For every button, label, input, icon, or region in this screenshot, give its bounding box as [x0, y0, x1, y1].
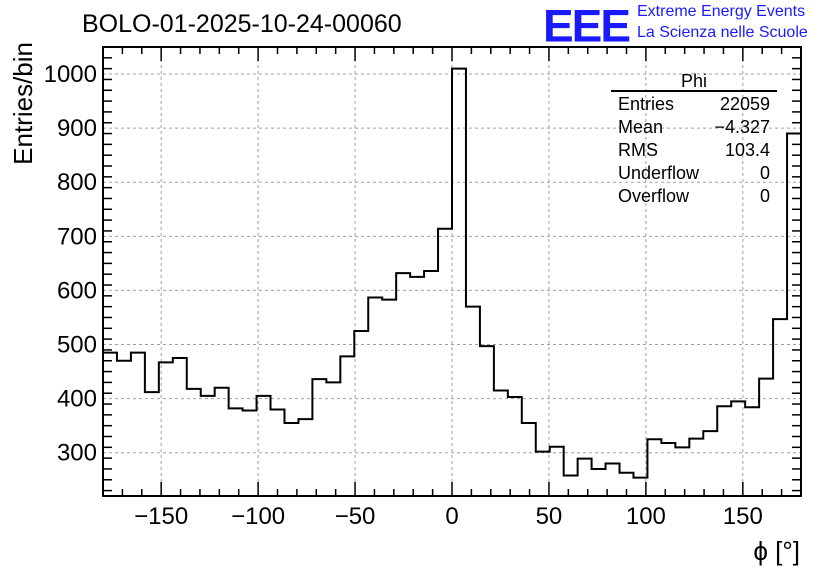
y-tick-label: 900 — [57, 115, 97, 142]
y-tick-label: 1000 — [44, 61, 97, 88]
stats-label: Entries — [618, 94, 674, 114]
y-tick-labels: 300 400 500 600 700 800 900 1000 — [44, 61, 97, 467]
stats-value: 0 — [760, 163, 770, 183]
x-tick-label: 50 — [536, 503, 563, 530]
x-tick-label: 100 — [626, 503, 666, 530]
stats-label: Mean — [618, 117, 663, 137]
y-axis-label: Entries/bin — [8, 42, 38, 165]
y-tick-label: 400 — [57, 386, 97, 413]
stats-value: 0 — [760, 186, 770, 206]
stats-value: 22059 — [720, 94, 770, 114]
stats-box: Phi Entries 22059 Mean −4.327 RMS 103.4 Underf… — [611, 71, 777, 206]
logo-line-2: La Scienza nelle Scuole — [637, 24, 808, 41]
stats-label: Overflow — [618, 186, 690, 206]
chart-title: BOLO-01-2025-10-24-00060 — [82, 10, 402, 38]
stats-value: 103.4 — [725, 140, 770, 160]
x-tick-labels: −150 −100 −50 0 50 100 150 — [134, 503, 763, 530]
y-tick-label: 800 — [57, 169, 97, 196]
x-tick-label: −50 — [335, 503, 376, 530]
histogram-line — [103, 67, 801, 479]
x-tick-label: 150 — [723, 503, 763, 530]
stats-rows: Entries 22059 Mean −4.327 RMS 103.4 Underflow 0… — [618, 94, 770, 206]
x-tick-label: −100 — [231, 503, 285, 530]
y-tick-label: 600 — [57, 277, 97, 304]
stats-label: Underflow — [618, 163, 700, 183]
eee-logo-mark: EEE — [543, 0, 631, 52]
stats-title: Phi — [681, 71, 707, 91]
stats-value: −4.327 — [714, 117, 770, 137]
axis-ticks — [102, 46, 802, 496]
y-tick-label: 500 — [57, 332, 97, 359]
x-tick-label: 0 — [445, 503, 458, 530]
y-tick-label: 700 — [57, 223, 97, 250]
x-axis-label: ϕ [°] — [753, 536, 800, 566]
logo-line-1: Extreme Energy Events — [637, 3, 806, 20]
y-tick-label: 300 — [57, 440, 97, 467]
x-tick-label: −150 — [134, 503, 188, 530]
stats-label: RMS — [618, 140, 658, 160]
